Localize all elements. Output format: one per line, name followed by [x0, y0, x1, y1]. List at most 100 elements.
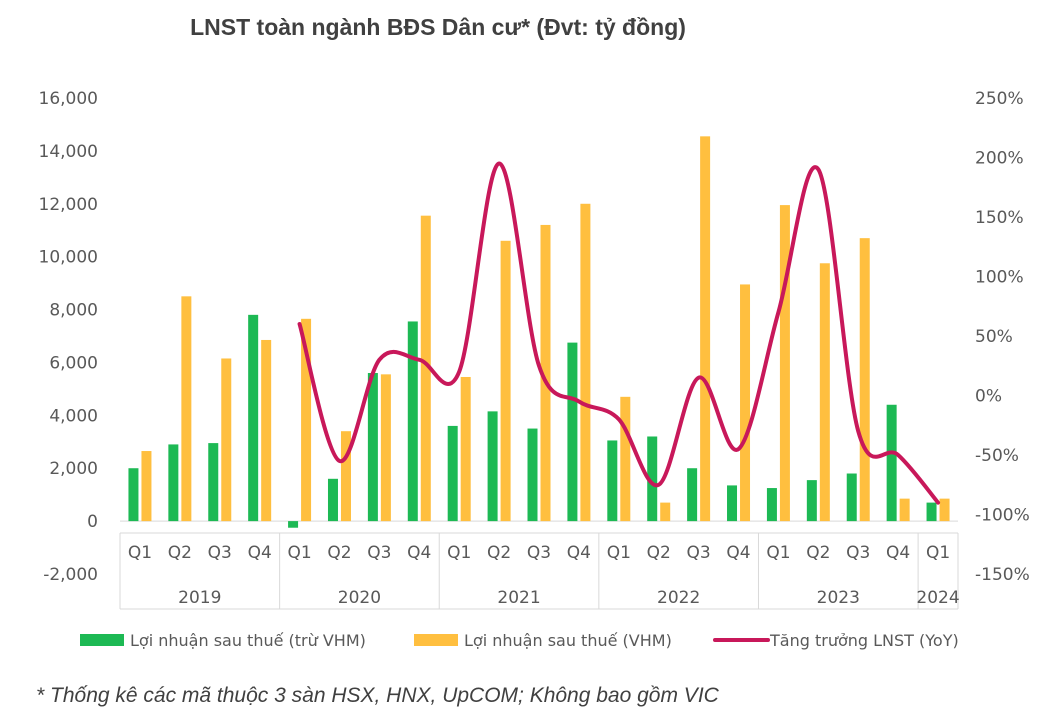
- bar-lnst-excl-vhm: [846, 473, 857, 522]
- bar-lnst-excl-vhm: [128, 468, 139, 522]
- bar-lnst-excl-vhm: [288, 521, 299, 528]
- bar-lnst-vhm: [779, 205, 790, 522]
- y2-tick-label: 0%: [975, 387, 1002, 407]
- bar-lnst-excl-vhm: [886, 404, 897, 522]
- year-label: 2019: [178, 588, 221, 608]
- quarter-label: Q4: [726, 543, 750, 563]
- y2-tick-label: 100%: [975, 268, 1024, 288]
- quarter-label: Q2: [168, 543, 192, 563]
- bar-lnst-excl-vhm: [647, 436, 658, 522]
- bar-lnst-excl-vhm: [687, 468, 698, 522]
- quarter-label: Q3: [208, 543, 232, 563]
- bar-lnst-vhm: [660, 502, 671, 522]
- year-label: 2024: [916, 588, 959, 608]
- y-tick-label: 16,000: [39, 89, 98, 109]
- bar-lnst-excl-vhm: [447, 425, 458, 522]
- y-tick-label: -2,000: [43, 565, 98, 585]
- bar-lnst-vhm: [340, 431, 351, 522]
- bar-lnst-vhm: [181, 296, 192, 522]
- quarter-label: Q3: [527, 543, 551, 563]
- bar-lnst-vhm: [700, 136, 711, 522]
- y2-tick-label: 200%: [975, 149, 1024, 169]
- bar-lnst-vhm: [221, 358, 232, 522]
- quarter-label: Q1: [128, 543, 152, 563]
- year-label: 2021: [497, 588, 540, 608]
- bar-lnst-excl-vhm: [766, 488, 777, 522]
- y-tick-label: 10,000: [39, 248, 98, 268]
- bar-lnst-excl-vhm: [367, 373, 378, 522]
- y2-tick-label: -50%: [975, 446, 1019, 466]
- quarter-label: Q3: [367, 543, 391, 563]
- y-tick-label: 6,000: [49, 353, 98, 373]
- quarter-label: Q2: [647, 543, 671, 563]
- year-label: 2023: [817, 588, 860, 608]
- bar-lnst-vhm: [540, 224, 551, 522]
- legend-label-lnst-excl-vhm: Lợi nhuận sau thuế (trừ VHM): [130, 631, 366, 650]
- y-tick-label: 2,000: [49, 459, 98, 479]
- y-tick-label: 14,000: [39, 142, 98, 162]
- bar-lnst-vhm: [740, 284, 751, 522]
- bar-lnst-excl-vhm: [527, 428, 538, 522]
- year-label: 2022: [657, 588, 700, 608]
- quarter-label: Q2: [806, 543, 830, 563]
- legend-label-lnst-vhm: Lợi nhuận sau thuế (VHM): [464, 631, 672, 650]
- bar-lnst-vhm: [301, 318, 312, 522]
- bar-lnst-vhm: [580, 203, 591, 522]
- bar-lnst-vhm: [819, 263, 830, 522]
- bar-lnst-excl-vhm: [168, 444, 179, 522]
- y-tick-label: 4,000: [49, 406, 98, 426]
- chart-title: LNST toàn ngành BĐS Dân cư* (Đvt: tỷ đồn…: [190, 14, 686, 40]
- quarter-label: Q1: [926, 543, 950, 563]
- bar-layer: [128, 136, 950, 528]
- bar-lnst-excl-vhm: [407, 321, 418, 522]
- year-label: 2020: [338, 588, 381, 608]
- y2-tick-label: 150%: [975, 208, 1024, 228]
- y-tick-label: 12,000: [39, 195, 98, 215]
- y2-tick-label: 250%: [975, 89, 1024, 109]
- y2-tick-label: -150%: [975, 565, 1030, 585]
- quarter-label: Q1: [447, 543, 471, 563]
- quarter-label: Q2: [327, 543, 351, 563]
- legend: Lợi nhuận sau thuế (trừ VHM) Lợi nhuận sa…: [80, 631, 959, 650]
- bar-lnst-vhm: [939, 498, 950, 522]
- quarter-label: Q3: [846, 543, 870, 563]
- bar-lnst-vhm: [899, 498, 910, 522]
- quarter-label: Q4: [407, 543, 431, 563]
- legend-label-growth: Tăng trưởng LNST (YoY): [769, 631, 959, 650]
- line-layer: [297, 161, 941, 505]
- growth-line: [297, 161, 941, 505]
- axis-layer: [119, 520, 959, 610]
- bar-lnst-excl-vhm: [607, 440, 618, 522]
- quarter-label: Q1: [607, 543, 631, 563]
- bar-lnst-excl-vhm: [727, 485, 738, 522]
- quarter-label: Q4: [567, 543, 591, 563]
- quarter-label: Q4: [886, 543, 910, 563]
- legend-swatch-lnst-vhm: [414, 634, 458, 646]
- bar-lnst-excl-vhm: [487, 411, 498, 522]
- bar-lnst-excl-vhm: [208, 443, 219, 522]
- bar-lnst-vhm: [141, 451, 152, 522]
- y-tick-label: 0: [87, 512, 98, 532]
- bar-lnst-vhm: [261, 339, 272, 522]
- label-layer: -2,000 0 2,000 4,000 6,000 8,000 10,000 12,000 1…: [39, 89, 1030, 608]
- bar-lnst-vhm: [859, 238, 870, 522]
- bar-lnst-excl-vhm: [567, 342, 578, 522]
- footnote: * Thống kê các mã thuộc 3 sàn HSX, HNX, …: [36, 684, 719, 707]
- bar-lnst-excl-vhm: [806, 480, 817, 522]
- bar-lnst-excl-vhm: [926, 502, 937, 522]
- quarter-label: Q2: [487, 543, 511, 563]
- quarter-label: Q1: [287, 543, 311, 563]
- bar-lnst-excl-vhm: [248, 314, 259, 522]
- bar-lnst-vhm: [380, 374, 391, 522]
- bar-lnst-vhm: [460, 376, 471, 522]
- quarter-label: Q3: [687, 543, 711, 563]
- quarter-label: Q1: [766, 543, 790, 563]
- bar-lnst-vhm: [420, 215, 431, 522]
- bar-lnst-vhm: [500, 240, 511, 522]
- y2-tick-label: -100%: [975, 506, 1030, 526]
- y-tick-label: 8,000: [49, 301, 98, 321]
- bar-lnst-excl-vhm: [327, 478, 338, 522]
- bar-lnst-vhm: [620, 396, 631, 522]
- quarter-label: Q4: [248, 543, 272, 563]
